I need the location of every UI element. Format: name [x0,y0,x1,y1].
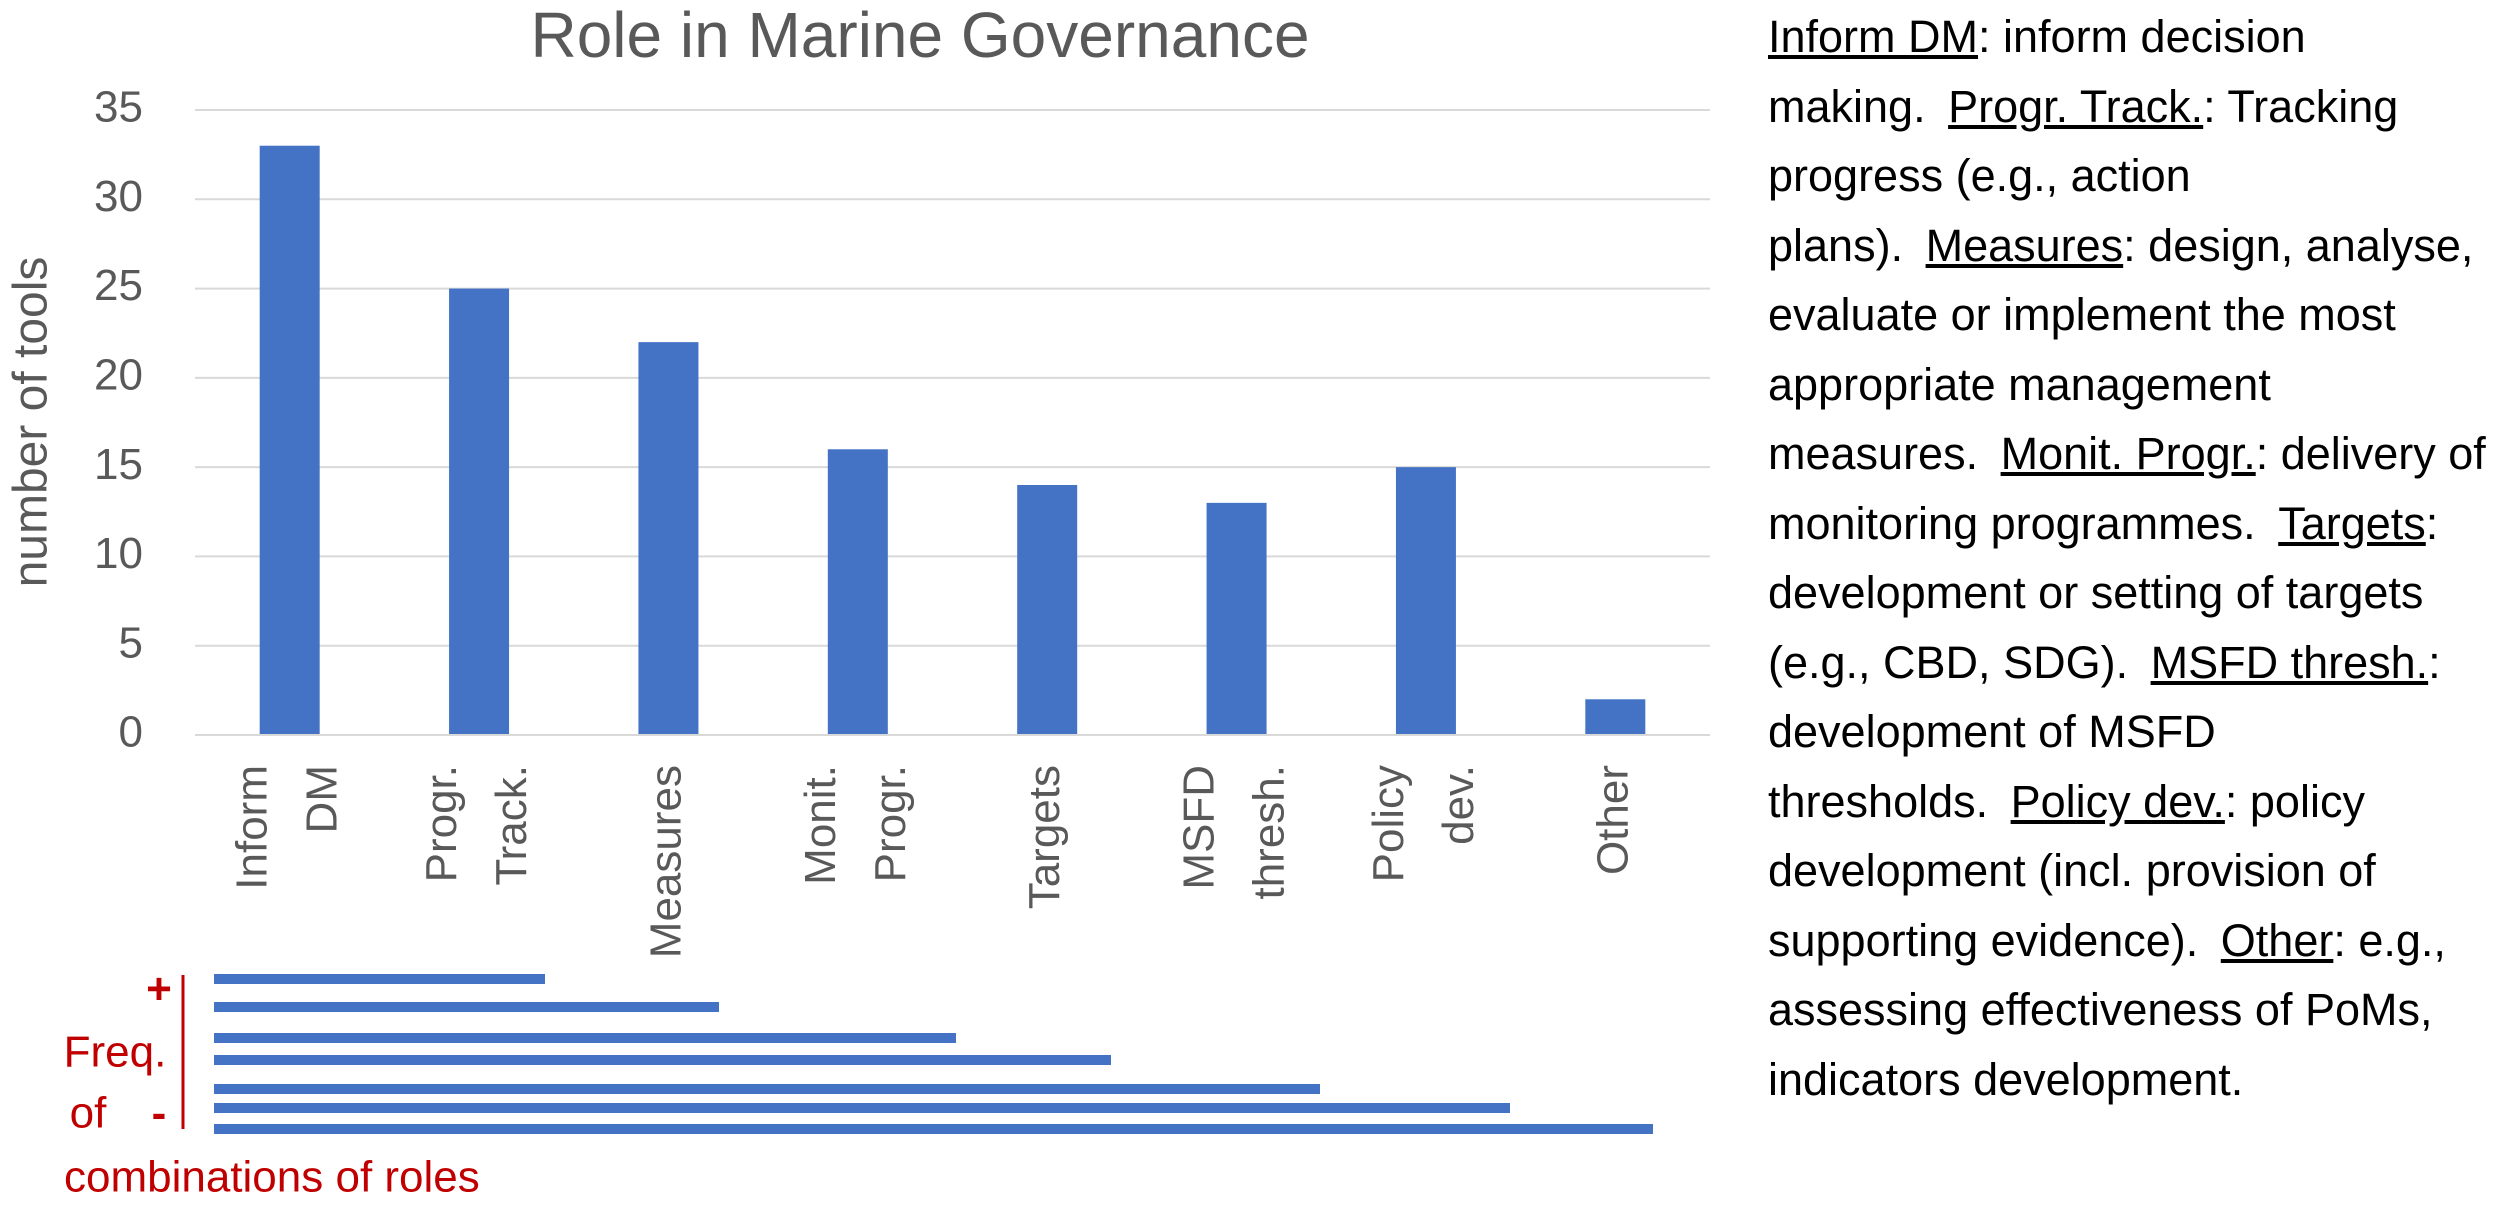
y-tick-label: 15 [94,440,143,489]
note-text: : design, analyse, evaluate or implement… [1768,219,2474,480]
x-tick-label: Targets [1020,765,1069,909]
note: Targets: development or setting of targe… [1768,498,2438,688]
x-tick-label: Policy dev. [1364,765,1483,882]
freq-bar [214,1124,1653,1134]
y-tick-label: 5 [119,618,143,667]
freq-bar [214,1084,1320,1094]
note-text: : Tracking progress (e.g., action plans)… [1768,80,2399,271]
freq-label: Freq. [64,1028,167,1077]
note-term: Inform DM [1768,11,1979,62]
y-tick-label: 35 [94,83,143,132]
y-axis-title: number of tools [5,257,58,588]
freq-bar [214,1002,719,1012]
note-text: : development or setting of targets (e.g… [1768,497,2439,688]
note: MSFD thresh.: development of MSFD thresh… [1768,637,2441,827]
y-tick-label: 30 [94,172,143,221]
bar [827,449,888,735]
bar [1206,502,1267,735]
note-term: Other [2220,914,2334,966]
note-term: Monit. Progr. [2000,428,2256,479]
note-text: : delivery of monitoring programmes. [1768,428,2486,549]
chart: Role in Marine Governance number of tool… [5,0,1710,1202]
bar [1395,467,1456,735]
bar [259,145,320,735]
note: Other: e.g., assessing effectiveness of … [1768,915,2446,1105]
freq-plus: + [146,965,172,1014]
freq-label: of [70,1089,107,1138]
y-tick-label: 0 [119,708,143,757]
freq-minus: - [152,1089,167,1138]
freq-bar [214,1055,1111,1065]
bar [1017,485,1078,735]
note-text: : e.g., assessing effectiveness of PoMs,… [1768,914,2446,1105]
y-tick-label: 25 [94,261,143,310]
y-tick-label: 10 [94,529,143,578]
notes: Inform DM: inform decision making. Progr.… [1768,2,2496,1114]
note-term: Targets [2278,497,2426,549]
note-text: : development of MSFD thresholds. [1768,636,2441,827]
freq-label: combinations of roles [64,1153,480,1202]
x-tick-label: Other [1588,765,1637,875]
note-term: Progr. Track. [1948,80,2204,132]
note-term: MSFD thresh. [2150,636,2429,688]
freq-bars [214,974,1653,1134]
note: Monit. Progr.: delivery of monitoring pr… [1768,428,2486,549]
y-tick-label: 20 [94,350,143,399]
x-tick-label: MSFD thresh. [1174,765,1293,900]
chart-title: Role in Marine Governance [530,0,1309,71]
note-text: : policy development (incl. provision of… [1768,775,2376,966]
note-term: Policy dev. [2010,775,2225,827]
bar [1585,699,1646,735]
x-tick-label: Monit. Progr. [795,765,914,885]
x-tick-label: Progr. Track. [417,765,536,886]
note-term: Measures [1925,219,2124,271]
note: Inform DM: inform decision making. [1768,11,2306,132]
note: Policy dev.: policy development (incl. p… [1768,776,2376,966]
x-tick-label: Inform DM [227,765,346,890]
x-tick-label: Measures [641,765,690,958]
bar [449,288,510,735]
bar [638,342,699,735]
note: Measures: design, analyse, evaluate or i… [1768,220,2473,480]
freq-bar [214,1033,956,1043]
freq-bar [214,974,545,984]
note-text: : inform decision making. [1768,11,2306,132]
note: Progr. Track.: Tracking progress (e.g., … [1768,81,2398,271]
freq-bar [214,1103,1510,1113]
